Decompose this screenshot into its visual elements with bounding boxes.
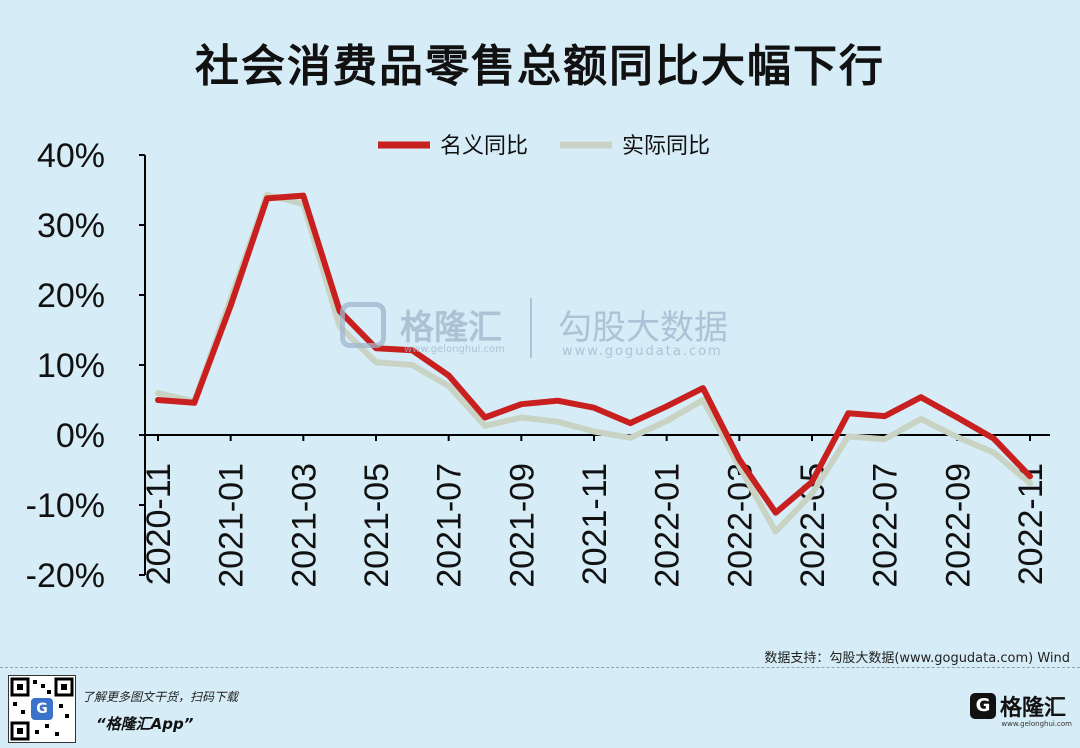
- x-axis-ticks: 2020-11 2021-01 2021-03 2021-05 2021-07 2021-…: [140, 435, 1050, 588]
- x-tick-label: 2021-07: [431, 463, 469, 588]
- chart-series: [155, 191, 1033, 535]
- chart-title: 社会消费品零售总额同比大幅下行: [195, 41, 885, 92]
- x-tick-label: 2021-05: [358, 463, 396, 588]
- qr-pattern-icon: [10, 677, 74, 741]
- watermark-partner-url: www.gogudata.com: [562, 344, 723, 359]
- qr-logo-icon: G: [31, 698, 53, 720]
- legend-label: 名义同比: [440, 134, 528, 159]
- y-tick-label: 0%: [56, 417, 105, 455]
- x-tick-label: 2022-09: [939, 463, 977, 588]
- brand-logo: G 格隆汇: [969, 690, 1066, 722]
- y-tick-label: 30%: [37, 207, 105, 245]
- data-source: 数据支持：勾股大数据(www.gogudata.com) Wind: [764, 651, 1070, 666]
- brand-logo-url: www.gelonghui.com: [1001, 720, 1072, 728]
- x-tick-label: 2022-01: [649, 463, 687, 588]
- footer-divider: [0, 667, 1080, 668]
- promo-text: 了解更多图文干货，扫码下载: [82, 690, 239, 704]
- x-tick-label: 2020-11: [140, 463, 178, 585]
- y-tick-label: 10%: [37, 347, 105, 385]
- x-tick-label: 2021-01: [213, 463, 251, 588]
- watermark-brand-url: www.gelonghui.com: [404, 344, 505, 355]
- chart-legend: 名义同比 实际同比: [378, 134, 710, 159]
- watermark-separator: [530, 298, 532, 358]
- series-line-nominal: [155, 192, 1033, 516]
- legend-label: 实际同比: [622, 134, 710, 159]
- y-tick-label: -10%: [26, 487, 105, 525]
- watermark-partner: 勾股大数据: [558, 308, 728, 348]
- y-tick-label: 20%: [37, 277, 105, 315]
- x-tick-label: 2021-09: [503, 463, 541, 588]
- brand-logo-text: 格隆汇: [999, 696, 1066, 721]
- y-axis-ticks: 40% 30% 20% 10% 0% -10% -20%: [26, 137, 145, 595]
- qr-code: G: [8, 675, 76, 743]
- line-chart: 40%30%20%10%0%-10%-20% 2020-11 2021-01 202…: [26, 134, 1050, 595]
- watermark-brand: 格隆汇: [400, 308, 502, 348]
- brand-logo-icon: G: [969, 693, 996, 719]
- y-tick-label: 40%: [37, 137, 105, 175]
- x-tick-label: 2021-03: [285, 463, 323, 588]
- watermark: 格隆汇 www.gelonghui.com 勾股大数据 www.gogudata…: [340, 298, 750, 368]
- x-tick-label: 2022-07: [867, 463, 905, 588]
- watermark-logo-icon: [340, 302, 386, 348]
- x-tick-label: 2021-11: [576, 463, 614, 585]
- y-tick-label: -20%: [26, 557, 105, 595]
- app-name: “格隆汇App”: [96, 715, 194, 733]
